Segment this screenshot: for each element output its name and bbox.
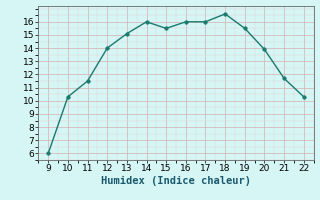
X-axis label: Humidex (Indice chaleur): Humidex (Indice chaleur) (101, 176, 251, 186)
